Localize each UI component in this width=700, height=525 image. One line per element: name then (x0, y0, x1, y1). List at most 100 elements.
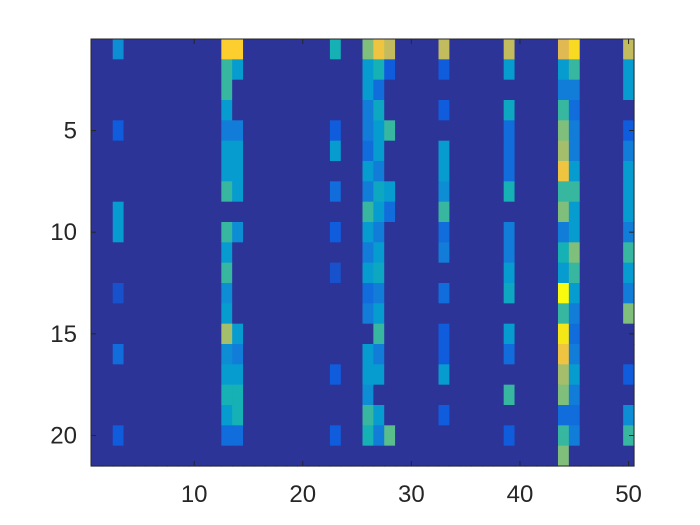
heatmap-cell (449, 222, 461, 243)
heatmap-cell (232, 344, 244, 365)
heatmap-cell (373, 161, 385, 182)
heatmap-cell (101, 222, 114, 243)
heatmap-cell (297, 364, 309, 386)
heatmap-cell (503, 100, 516, 121)
heatmap-cell (101, 283, 114, 304)
heatmap-cell (308, 364, 320, 386)
heatmap-cell (416, 303, 429, 325)
heatmap-cell (536, 100, 548, 121)
heatmap-cell (460, 364, 472, 386)
heatmap-cell (481, 140, 494, 162)
heatmap-cell (612, 262, 624, 284)
heatmap-cell (297, 100, 309, 121)
heatmap-cell (167, 161, 179, 182)
heatmap-cell (503, 79, 516, 101)
heatmap-cell (101, 79, 114, 101)
heatmap-cell (319, 425, 331, 447)
heatmap-cell (590, 59, 603, 81)
heatmap-cell (351, 59, 364, 81)
heatmap-cell (188, 364, 201, 386)
heatmap-cell (492, 303, 505, 325)
heatmap-cell (395, 120, 407, 142)
heatmap-cell (427, 405, 440, 426)
heatmap-cell (286, 120, 298, 142)
heatmap-cell (471, 364, 483, 386)
heatmap-cell (351, 323, 364, 345)
heatmap-cell (340, 364, 353, 386)
heatmap-cell (199, 120, 212, 142)
heatmap-cell (340, 181, 353, 203)
heatmap-cell (134, 201, 146, 223)
heatmap-cell (221, 140, 233, 162)
heatmap-cell (264, 405, 277, 426)
heatmap-cell (177, 181, 190, 203)
heatmap-cell (601, 323, 613, 345)
heatmap-cell (460, 120, 472, 142)
heatmap-cell (547, 242, 559, 264)
heatmap-cell (167, 181, 179, 203)
heatmap-cell (134, 405, 146, 426)
heatmap-cell (101, 242, 114, 264)
heatmap-cell (449, 425, 461, 447)
heatmap-cell (275, 303, 288, 325)
heatmap-cell (286, 39, 298, 60)
heatmap-cell (471, 445, 483, 467)
heatmap-cell (101, 140, 114, 162)
heatmap-cell (91, 181, 103, 203)
heatmap-cell (481, 445, 494, 467)
heatmap-cell (123, 323, 136, 345)
heatmap-cell (547, 120, 559, 142)
heatmap-cell (91, 445, 103, 467)
heatmap-cell (188, 262, 201, 284)
heatmap-cell (275, 181, 288, 203)
heatmap-cell (351, 100, 364, 121)
heatmap-cell (547, 283, 559, 304)
heatmap-cell (514, 283, 526, 304)
heatmap-cell (145, 79, 157, 101)
heatmap-cell (134, 100, 146, 121)
heatmap-cell (460, 222, 472, 243)
heatmap-cell (405, 140, 418, 162)
heatmap-cell (264, 39, 277, 60)
heatmap-cell (123, 242, 136, 264)
heatmap-cell (514, 222, 526, 243)
heatmap-cell (525, 79, 537, 101)
heatmap-cell (308, 140, 320, 162)
heatmap-cell (623, 323, 635, 345)
heatmap-cell (557, 405, 570, 426)
heatmap-cell (112, 364, 125, 386)
heatmap-cell (623, 201, 635, 223)
heatmap-cell (590, 140, 603, 162)
heatmap-cell (297, 201, 309, 223)
heatmap-cell (340, 120, 353, 142)
heatmap-cell (514, 323, 526, 345)
heatmap-cell (362, 181, 374, 203)
heatmap-cell (460, 445, 472, 467)
heatmap-cell (308, 262, 320, 284)
heatmap-cell (536, 445, 548, 467)
heatmap-cell (547, 425, 559, 447)
heatmap-cell (286, 181, 298, 203)
heatmap-cell (568, 323, 581, 345)
heatmap-cell (340, 140, 353, 162)
heatmap-cell (525, 242, 537, 264)
heatmap-cell (275, 445, 288, 467)
heatmap-cell (297, 120, 309, 142)
heatmap-cell (167, 445, 179, 467)
heatmap-cell (275, 262, 288, 284)
heatmap-cell (438, 140, 450, 162)
heatmap-cell (427, 323, 440, 345)
heatmap-cell (579, 181, 592, 203)
heatmap-cell (221, 201, 233, 223)
heatmap-cell (329, 445, 342, 467)
heatmap-cell (601, 262, 613, 284)
heatmap-cell (405, 161, 418, 182)
heatmap-cell (351, 262, 364, 284)
heatmap-cell (395, 201, 407, 223)
heatmap-cell (601, 384, 613, 406)
heatmap-cell (199, 201, 212, 223)
heatmap-cell (112, 445, 125, 467)
heatmap-cell (373, 120, 385, 142)
heatmap-cell (623, 222, 635, 243)
heatmap-cell (112, 242, 125, 264)
